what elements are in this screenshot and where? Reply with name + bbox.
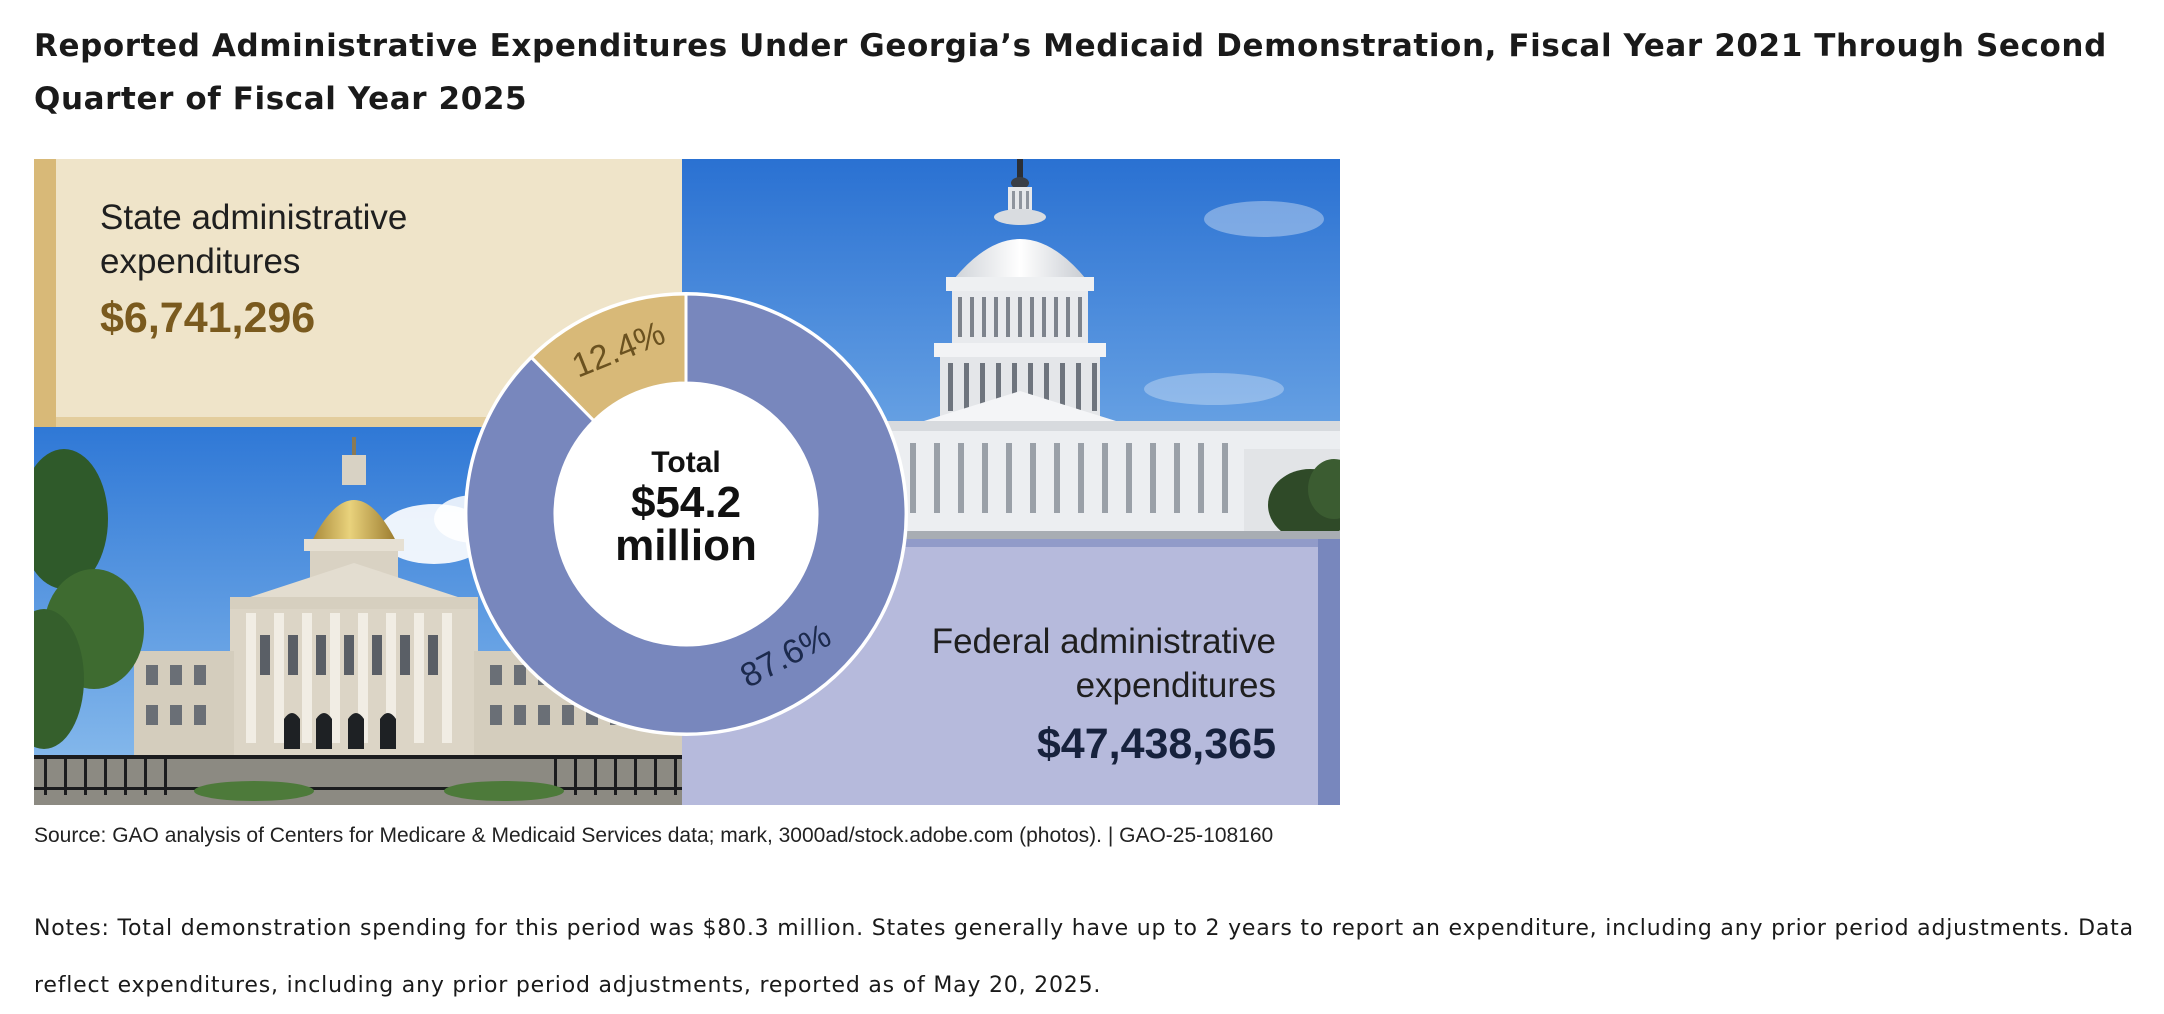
state-label-line1: State administrative (100, 198, 407, 237)
state-amount: $6,741,296 (100, 294, 315, 342)
notes: Notes: Total demonstration spending for … (34, 916, 2134, 998)
center-label-total: Total (651, 446, 720, 479)
federal-label-line2: expenditures (1076, 666, 1276, 705)
page-title: Reported Administrative Expenditures Und… (34, 28, 2107, 117)
expenditure-infographic: State administrative expenditures $6,741… (34, 159, 1340, 805)
center-label-amount: $54.2 (631, 478, 741, 527)
donut-chart: State administrative expenditures $6,741… (34, 159, 1340, 805)
state-label-line2: expenditures (100, 242, 300, 281)
donut-center (555, 383, 817, 645)
center-label-unit: million (615, 521, 757, 570)
federal-label-line1: Federal administrative (932, 622, 1276, 661)
georgia-capitol-photo (34, 427, 682, 805)
federal-amount: $47,438,365 (1037, 720, 1276, 768)
source-note: Source: GAO analysis of Centers for Medi… (34, 824, 1274, 847)
donut: 12.4% 87.6% Total $54.2 million (464, 292, 908, 736)
